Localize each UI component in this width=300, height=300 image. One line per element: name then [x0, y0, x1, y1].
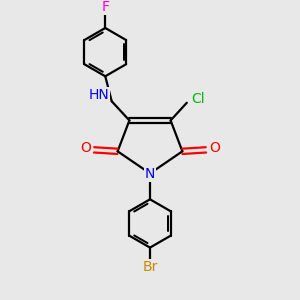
Text: HN: HN [88, 88, 110, 102]
Text: N: N [145, 167, 155, 181]
Text: Cl: Cl [191, 92, 205, 106]
Text: O: O [80, 141, 91, 155]
Text: Br: Br [142, 260, 158, 274]
Text: F: F [101, 0, 109, 14]
Text: O: O [209, 141, 220, 155]
